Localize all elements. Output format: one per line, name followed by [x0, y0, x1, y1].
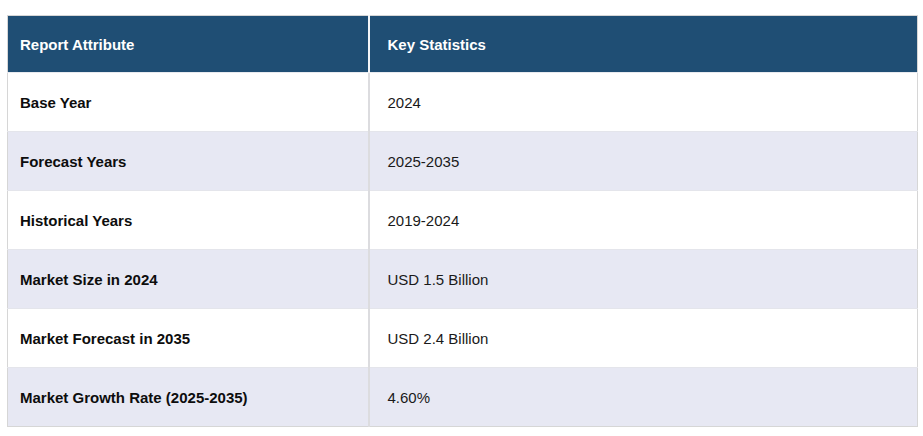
value-cell: 2025-2035 [369, 132, 918, 191]
value-cell: USD 2.4 Billion [369, 309, 918, 368]
page: Report Attribute Key Statistics Base Yea… [0, 0, 923, 435]
table-row: Base Year 2024 [8, 73, 918, 132]
header-key-statistics: Key Statistics [369, 16, 918, 73]
attribute-cell: Base Year [8, 73, 369, 132]
table-row: Market Growth Rate (2025-2035) 4.60% [8, 368, 918, 427]
attribute-cell: Historical Years [8, 191, 369, 250]
table-row: Market Forecast in 2035 USD 2.4 Billion [8, 309, 918, 368]
header-report-attribute: Report Attribute [8, 16, 369, 73]
table-row: Market Size in 2024 USD 1.5 Billion [8, 250, 918, 309]
table-header: Report Attribute Key Statistics [8, 16, 918, 73]
value-cell: 2024 [369, 73, 918, 132]
report-statistics-table: Report Attribute Key Statistics Base Yea… [7, 15, 918, 427]
header-row: Report Attribute Key Statistics [8, 16, 918, 73]
attribute-cell: Market Size in 2024 [8, 250, 369, 309]
value-cell: 4.60% [369, 368, 918, 427]
value-cell: USD 1.5 Billion [369, 250, 918, 309]
attribute-cell: Forecast Years [8, 132, 369, 191]
value-cell: 2019-2024 [369, 191, 918, 250]
table-row: Historical Years 2019-2024 [8, 191, 918, 250]
attribute-cell: Market Forecast in 2035 [8, 309, 369, 368]
attribute-cell: Market Growth Rate (2025-2035) [8, 368, 369, 427]
table-body: Base Year 2024 Forecast Years 2025-2035 … [8, 73, 918, 427]
table-row: Forecast Years 2025-2035 [8, 132, 918, 191]
